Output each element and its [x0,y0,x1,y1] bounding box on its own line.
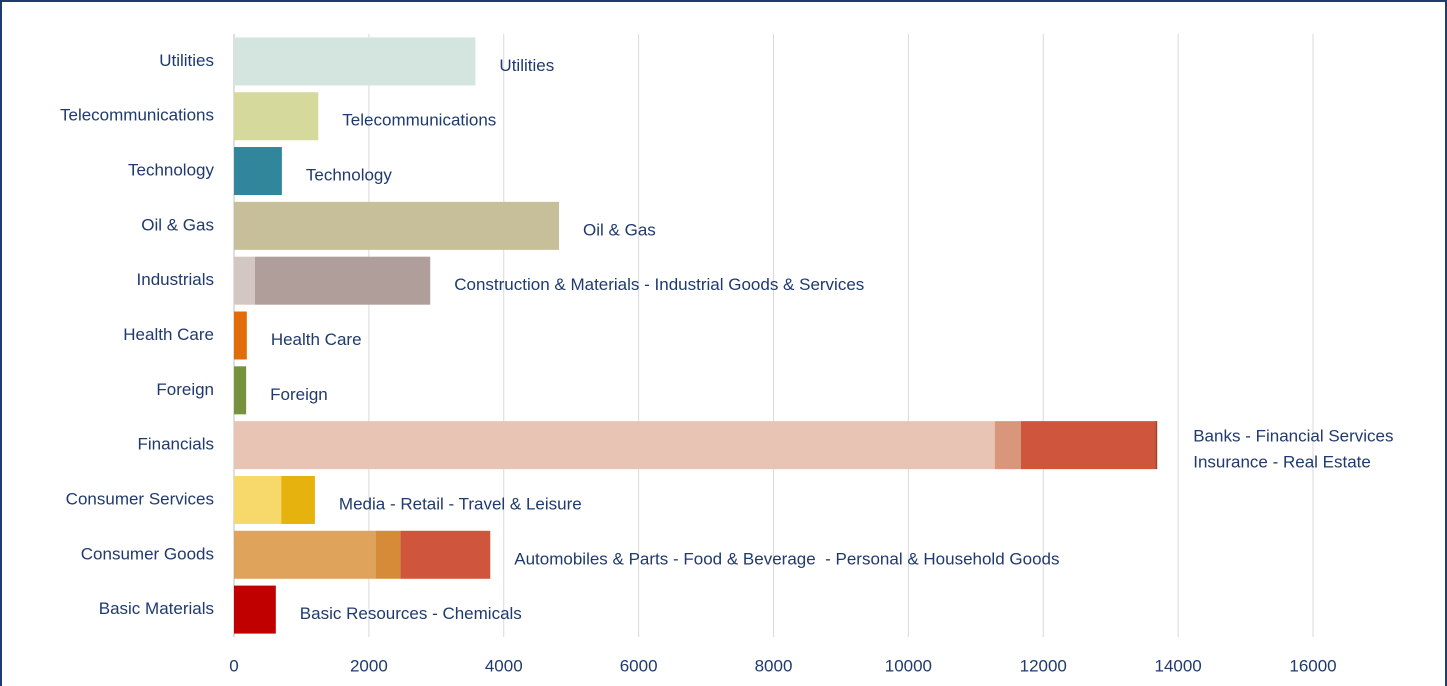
bar-segment [234,475,282,524]
bar-segment [1020,421,1156,470]
x-tick-label: 16000 [1289,656,1336,675]
y-tick-label: Oil & Gas [141,215,214,234]
bar-segment [281,475,315,524]
bar-segment [234,201,560,250]
y-tick-label: Telecommunications [60,106,214,125]
bar-segment [234,92,319,141]
bar-annotation: Basic Resources - Chemicals [300,604,522,623]
bar-annotation: Utilities [499,56,554,75]
x-tick-label: 12000 [1020,656,1067,675]
x-tick-label: 6000 [620,656,658,675]
bar-segment [234,421,995,470]
y-tick-label: Consumer Services [66,489,214,508]
x-tick-label: 8000 [755,656,793,675]
bar-segment [994,421,1021,470]
y-tick-label: Basic Materials [99,599,214,618]
y-tick-label: Industrials [137,270,214,289]
bar-annotation: Media - Retail - Travel & Leisure [339,494,582,513]
bar-annotation: Construction & Materials - Industrial Go… [454,275,864,294]
y-tick-label: Financials [137,435,214,454]
x-tick-label: 10000 [885,656,932,675]
bar-segment [234,256,255,305]
bar-annotation: Oil & Gas [583,220,656,239]
y-tick-label: Consumer Goods [81,544,214,563]
y-tick-label: Foreign [156,380,214,399]
bar-segment [234,37,476,86]
bar-segment [400,530,491,579]
bar-annotation: Automobiles & Parts - Food & Beverage - … [514,549,1059,568]
bar-annotation: Foreign [270,385,328,404]
x-tick-label: 0 [229,656,238,675]
bar-segment [234,530,376,579]
bar-segment [234,366,247,415]
bar-annotation: Insurance - Real Estate [1193,453,1371,472]
bar-segment [234,147,282,196]
bar-segment [254,256,431,305]
bar-annotation: Technology [306,166,393,185]
y-tick-label: Utilities [159,51,214,70]
bar-segment [375,530,401,579]
bar-annotation: Banks - Financial Services [1193,427,1393,446]
bar-segment [1155,421,1158,470]
bar-annotation: Telecommunications [342,111,496,130]
bar-segment [234,585,276,634]
x-tick-label: 2000 [350,656,388,675]
y-tick-label: Health Care [123,325,214,344]
bar-annotation: Health Care [271,330,362,349]
bar-segment [234,311,247,360]
x-tick-label: 14000 [1154,656,1201,675]
y-tick-label: Technology [128,161,215,180]
x-tick-label: 4000 [485,656,523,675]
